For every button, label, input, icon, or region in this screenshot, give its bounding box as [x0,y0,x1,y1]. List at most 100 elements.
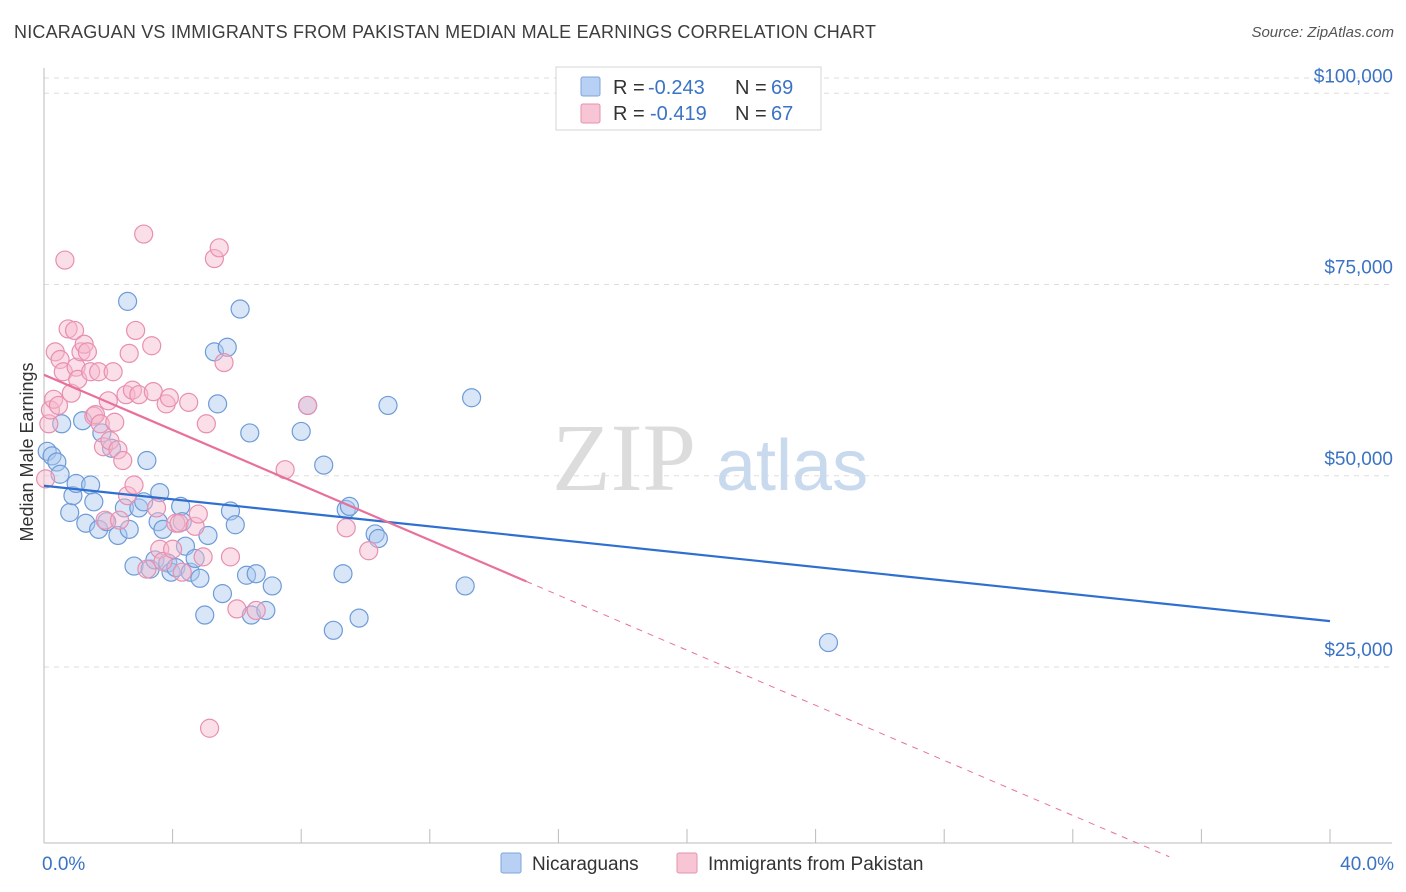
series-legend: Nicaraguans Immigrants from Pakistan [500,852,923,875]
watermark: ZIP atlas [552,404,868,511]
point-pakistan [126,320,146,341]
point-nicaraguans [230,299,250,319]
point-nicaraguans [137,450,157,471]
point-pakistan [227,599,247,619]
x-tick-max: 40.0% [1340,854,1394,875]
point-pakistan [246,600,266,621]
axes [43,68,1392,844]
point-pakistan [105,412,125,432]
point-pakistan [188,504,208,524]
point-pakistan [113,450,133,471]
point-pakistan [220,547,241,567]
legend-r-label-2: R = [613,103,645,125]
legend-r-label-1: R = [613,77,645,99]
point-pakistan [193,547,213,567]
correlation-legend: R = -0.243 N = 69 R = -0.419 N = 67 [555,66,822,131]
data-points [36,224,839,738]
point-nicaraguans [195,605,215,625]
legend-r-value-2: -0.419 [650,103,707,125]
point-pakistan [81,362,101,382]
point-pakistan [199,718,220,738]
legend-n-label-1: N = [735,77,767,99]
point-nicaraguans [455,576,475,596]
series-legend-pakistan: Immigrants from Pakistan [708,854,923,875]
point-pakistan [159,388,179,408]
point-pakistan [85,405,106,425]
point-nicaraguans [333,564,353,584]
legend-n-value-2: 67 [771,103,793,125]
point-pakistan [129,385,149,405]
point-nicaraguans [349,608,369,628]
watermark-zip: ZIP [552,404,696,511]
series-legend-nicaraguans: Nicaraguans [532,854,639,875]
point-nicaraguans [461,388,482,408]
point-nicaraguans [208,394,228,414]
legend-n-label-2: N = [735,103,767,125]
legend-swatch-blue [580,76,601,97]
point-pakistan [137,559,157,579]
point-pakistan [359,541,379,561]
point-nicaraguans [256,600,276,621]
x-tick-min: 0.0% [42,854,85,875]
trend-line-pakistan [43,373,527,583]
point-pakistan [119,343,139,363]
point-nicaraguans [47,452,67,472]
point-pakistan [163,539,183,559]
point-pakistan [298,395,318,416]
point-nicaraguans [101,438,122,458]
trend-line-nicaraguans [43,484,1331,623]
point-nicaraguans [212,584,233,604]
point-pakistan [209,238,229,258]
source-label: Source: ZipAtlas.com [1251,24,1394,41]
point-pakistan [36,469,56,489]
y-tick-label: $50,000 [1324,449,1393,470]
point-nicaraguans [114,498,134,518]
y-tick-label: $100,000 [1314,66,1393,87]
point-pakistan [108,440,128,460]
point-nicaraguans [63,486,83,506]
point-nicaraguans [323,620,343,640]
point-nicaraguans [291,421,311,442]
point-pakistan [55,250,75,270]
trend-line-pakistan-extension [526,580,1170,858]
series-legend-swatch-pakistan [676,852,698,874]
point-pakistan [142,336,162,356]
point-nicaraguans [117,291,138,311]
point-nicaraguans [204,342,224,362]
point-nicaraguans [236,565,257,585]
trend-lines [43,373,1331,858]
point-pakistan [179,392,199,412]
series-legend-swatch-nicaraguans [500,852,522,874]
point-nicaraguans [240,423,260,443]
point-pakistan [95,510,115,530]
point-pakistan [66,357,86,377]
point-pakistan [134,224,154,244]
point-pakistan [172,562,192,582]
legend-r-value-1: -0.243 [648,77,705,99]
point-pakistan [89,362,109,382]
point-nicaraguans [108,525,128,546]
point-pakistan [39,414,59,434]
point-nicaraguans [50,464,70,484]
point-pakistan [336,518,356,538]
point-nicaraguans [262,576,282,596]
point-nicaraguans [246,564,266,584]
point-pakistan [48,395,69,416]
point-pakistan [90,414,110,434]
point-pakistan [214,352,234,373]
point-nicaraguans [185,548,205,569]
point-pakistan [109,510,130,530]
point-nicaraguans [378,395,398,416]
point-nicaraguans [190,568,210,588]
point-nicaraguans [314,455,334,475]
point-pakistan [146,498,167,518]
point-pakistan [169,513,189,533]
point-pakistan [77,342,98,362]
point-pakistan [58,319,78,339]
point-pakistan [185,516,205,536]
point-nicaraguans [217,337,237,357]
point-pakistan [64,320,85,341]
point-pakistan [50,349,70,370]
legend-swatch-pink [580,103,601,124]
